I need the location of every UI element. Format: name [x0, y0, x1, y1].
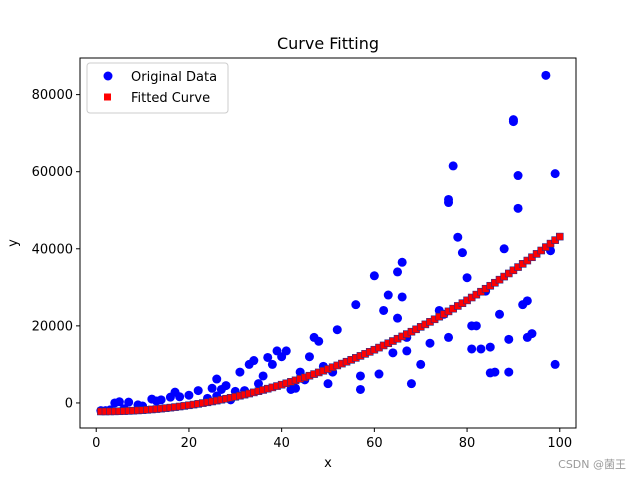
original-data-point: [513, 171, 523, 181]
original-data-point: [457, 248, 467, 258]
x-axis-label: x: [324, 456, 332, 471]
original-data-point: [267, 359, 277, 369]
original-data-point: [355, 371, 365, 381]
original-data-point: [379, 305, 389, 315]
original-data-point: [467, 344, 477, 354]
legend-label-fitted: Fitted Curve: [131, 91, 210, 106]
y-tick-label: 80000: [32, 88, 73, 103]
original-data-point: [397, 257, 407, 267]
original-data-point: [175, 392, 185, 402]
x-tick-label: 80: [459, 436, 476, 451]
original-data-point: [212, 374, 222, 384]
x-tick-label: 60: [366, 436, 383, 451]
original-data-point: [402, 346, 412, 356]
original-data-point: [114, 397, 124, 407]
original-data-point: [332, 325, 342, 335]
original-data-point: [499, 244, 509, 254]
original-data-point: [258, 371, 268, 381]
original-data-point: [462, 273, 472, 283]
y-tick-label: 60000: [32, 165, 73, 180]
original-data-point: [416, 359, 426, 369]
original-data-point: [253, 379, 263, 389]
original-data-point: [351, 300, 361, 310]
original-data-point: [504, 367, 514, 377]
original-data-point: [485, 342, 495, 352]
original-data-point: [476, 344, 486, 354]
original-data-point: [221, 381, 231, 391]
original-data-point: [124, 397, 134, 407]
axis-ticks: 0 20 40 60 80 100 0 20000 40000 60000 80000: [32, 88, 573, 451]
original-data-point: [504, 334, 514, 344]
original-data-point: [263, 352, 273, 362]
original-data-point: [355, 384, 365, 394]
original-data-point: [314, 336, 324, 346]
original-data-point: [444, 194, 454, 204]
data-marks: [96, 70, 564, 416]
watermark: CSDN @菌王: [558, 458, 626, 471]
y-tick-label: 40000: [32, 242, 73, 257]
plot-frame: [79, 57, 577, 429]
original-data-point: [550, 359, 560, 369]
legend-marker-fitted: [104, 93, 111, 101]
original-data-point: [397, 292, 407, 302]
y-tick-label: 20000: [32, 319, 73, 334]
original-data-point: [193, 386, 203, 396]
original-data-point: [522, 296, 532, 306]
chart-title: Curve Fitting: [277, 34, 379, 53]
legend: Original Data Fitted Curve: [86, 62, 229, 114]
original-data-point: [369, 271, 379, 281]
original-data-point: [249, 356, 259, 366]
original-data-point: [541, 70, 551, 80]
fitted-curve-point: [555, 232, 564, 241]
original-data-point: [323, 379, 333, 389]
original-data-point: [374, 369, 384, 379]
x-tick-label: 100: [547, 436, 572, 451]
original-data-point: [393, 313, 403, 323]
original-data-point: [406, 379, 416, 389]
original-data-point: [490, 367, 500, 377]
original-data-point: [453, 232, 463, 242]
original-data-point: [393, 267, 403, 277]
y-axis-label: y: [6, 239, 21, 247]
original-data-point: [448, 161, 458, 171]
original-data-point: [235, 367, 245, 377]
original-data-point: [184, 390, 194, 400]
original-data-point: [495, 309, 505, 319]
legend-marker-original: [103, 71, 113, 81]
original-data-point: [291, 383, 301, 393]
original-data-point: [156, 395, 166, 405]
original-data-point: [281, 346, 291, 356]
x-tick-label: 0: [92, 436, 100, 451]
original-data-point: [550, 169, 560, 179]
original-data-point: [383, 290, 393, 300]
x-tick-label: 40: [273, 436, 290, 451]
original-data-point: [471, 321, 481, 331]
x-tick-label: 20: [181, 436, 198, 451]
original-data-point: [444, 332, 454, 342]
y-tick-label: 0: [65, 396, 73, 411]
original-data-point: [527, 329, 537, 339]
original-data-point: [513, 203, 523, 213]
original-data-point: [425, 338, 435, 348]
original-data-point: [508, 117, 518, 127]
legend-label-original: Original Data: [131, 70, 217, 85]
original-data-point: [388, 348, 398, 358]
legend-box: [86, 62, 229, 114]
original-data-point: [207, 383, 217, 393]
original-data-point: [304, 352, 314, 362]
